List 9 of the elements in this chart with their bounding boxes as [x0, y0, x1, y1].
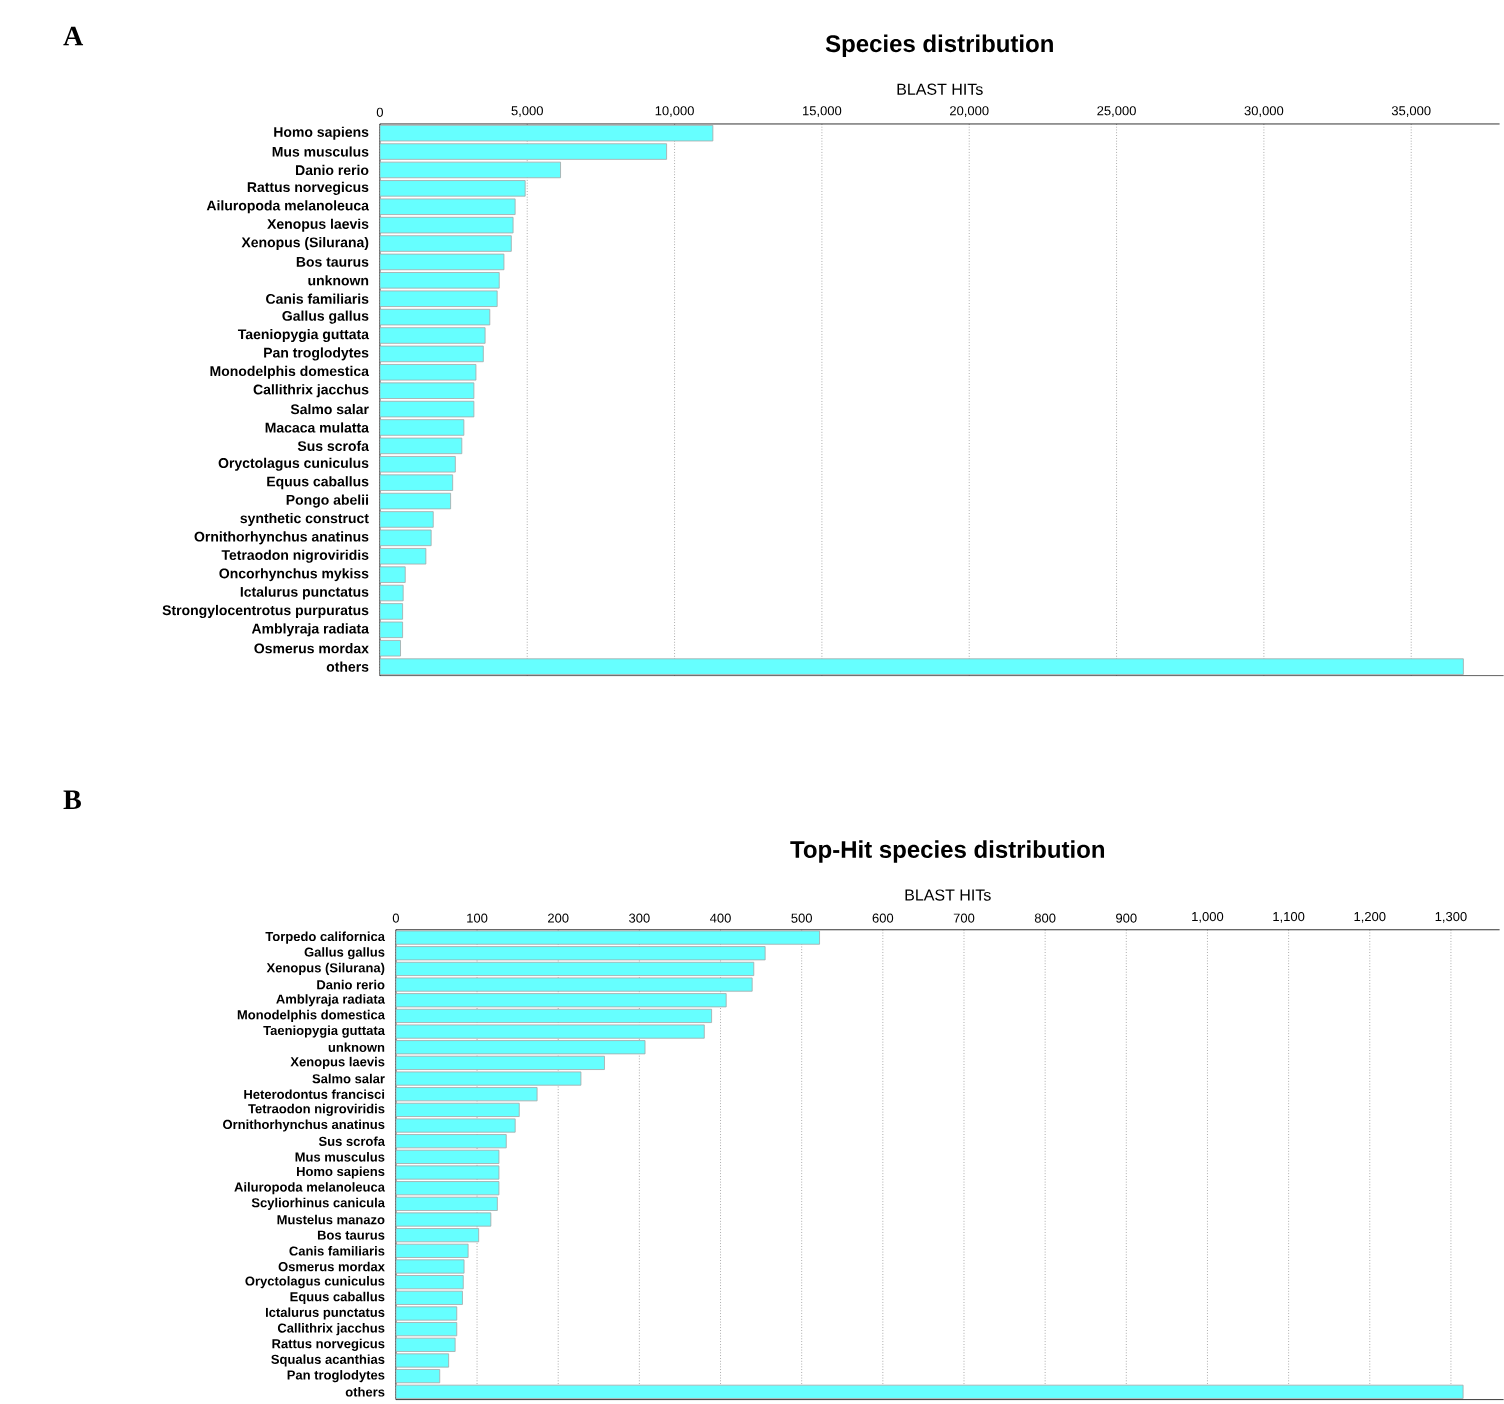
text: B	[63, 790, 81, 810]
bar	[395, 1009, 712, 1024]
bar	[395, 1384, 1464, 1400]
text: A	[63, 26, 84, 46]
x-axis-title: BLAST HITs	[897, 83, 983, 96]
chart-title: Species distribution	[825, 34, 1053, 58]
bar	[395, 962, 755, 977]
x-axis-title: BLAST HITs	[905, 889, 991, 901]
chart-title: Top-Hit species distribution	[790, 840, 1105, 863]
